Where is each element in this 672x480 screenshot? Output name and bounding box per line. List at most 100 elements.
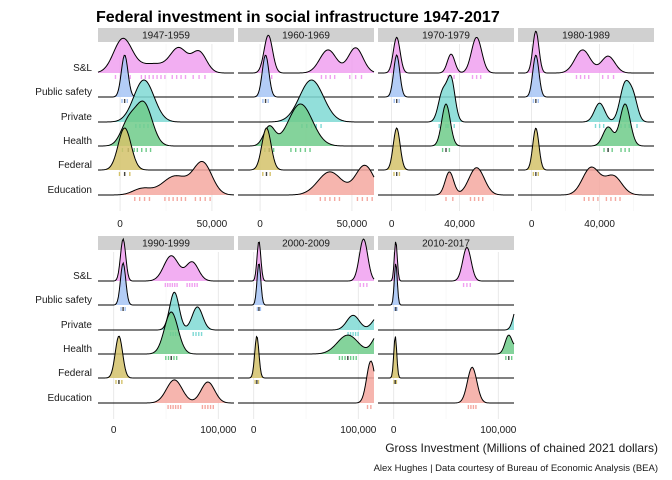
- x-tick-label: 50,000: [197, 219, 228, 230]
- ridge-area-sandl: [98, 239, 234, 281]
- ridge-line-education: [378, 167, 514, 196]
- ridge-line-public-safety: [378, 263, 514, 306]
- ridge-area-public-safety: [98, 55, 234, 97]
- ridge-line-health: [378, 334, 515, 355]
- ridge-area-federal: [238, 128, 374, 170]
- panel-strip: [378, 236, 514, 250]
- x-axis-label: Gross Investment (Millions of chained 20…: [385, 441, 658, 455]
- ridge-area-federal: [378, 128, 514, 170]
- ridge-line-sandl: [518, 30, 654, 74]
- x-tick-label: 100,000: [200, 425, 237, 436]
- ridge-line-sandl: [98, 237, 234, 282]
- ridge-line-federal: [378, 127, 514, 171]
- ridge-line-sandl: [378, 241, 514, 282]
- ridge-line-public-safety: [98, 261, 234, 306]
- ridge-line-private: [98, 79, 234, 123]
- panel-strip: [238, 28, 374, 42]
- ridge-area-education: [378, 167, 514, 195]
- ridge-area-sandl: [238, 239, 374, 281]
- chart-title: Federal investment in social infrastruct…: [96, 9, 500, 26]
- panel-strip-label: 1990-1999: [142, 239, 190, 250]
- ridge-line-private: [378, 74, 514, 123]
- x-tick-label: 0: [389, 219, 395, 230]
- panel-strip-label: 1947-1959: [142, 31, 190, 42]
- ridge-area-public-safety: [378, 55, 514, 97]
- ridge-line-federal: [98, 127, 234, 171]
- panel-strip: [518, 28, 654, 42]
- ridge-area-health: [378, 104, 514, 146]
- category-label-education: Education: [48, 185, 92, 196]
- ridge-area-public-safety: [238, 55, 374, 97]
- panel-1980-1989: 1980-1989 0 40,000: [518, 28, 654, 230]
- category-label-health: Health: [63, 136, 92, 147]
- ridge-line-education: [518, 166, 654, 196]
- category-label-health: Health: [63, 344, 92, 355]
- category-label-federal: Federal: [58, 160, 92, 171]
- category-label-education: Education: [48, 393, 92, 404]
- ridge-area-federal: [518, 128, 654, 170]
- x-tick-label: 0: [111, 425, 117, 436]
- x-tick-label: 0: [251, 425, 257, 436]
- panel-strip-label: 1960-1969: [282, 31, 330, 42]
- ridge-area-sandl: [98, 38, 234, 73]
- ridge-line-sandl: [97, 37, 234, 74]
- ridge-line-federal: [238, 127, 374, 171]
- x-tick-label: 100,000: [480, 425, 517, 436]
- panel-strip: [98, 28, 234, 42]
- ridge-line-education: [98, 379, 235, 404]
- ridge-line-federal: [98, 335, 234, 379]
- ridge-area-education: [98, 379, 234, 403]
- x-tick-label: 50,000: [337, 219, 368, 230]
- ridge-area-public-safety: [518, 55, 654, 97]
- ridge-line-education: [238, 164, 375, 196]
- ridge-line-education: [98, 160, 235, 196]
- ridge-area-health: [98, 101, 234, 146]
- ridge-area-health: [98, 312, 234, 354]
- ridge-line-health: [238, 103, 374, 147]
- ridge-area-health: [238, 104, 374, 146]
- ridge-area-public-safety: [98, 263, 234, 305]
- ridge-line-private: [378, 313, 515, 331]
- panel-1990-1999: 1990-1999 0 100,000: [98, 236, 237, 436]
- panel-1970-1979: 1970-1979 0 40,000: [378, 28, 514, 230]
- ridge-area-sandl: [238, 35, 374, 73]
- ridge-area-private: [238, 315, 374, 330]
- panel-strip-label: 2000-2009: [282, 239, 330, 250]
- x-tick-label: 0: [117, 219, 123, 230]
- ridge-line-federal: [378, 336, 514, 379]
- ridge-area-private: [518, 80, 654, 122]
- ridge-line-federal: [238, 335, 374, 379]
- panel-1960-1969: 1960-1969 0 50,000: [238, 28, 375, 230]
- ridge-line-sandl: [238, 34, 375, 74]
- category-label-federal: Federal: [58, 368, 92, 379]
- category-label-public-safety: Public safety: [35, 295, 92, 306]
- ridge-area-education: [238, 165, 374, 195]
- ridge-line-education: [378, 366, 514, 404]
- category-label-sandl: S&L: [73, 63, 92, 74]
- ridge-line-education: [238, 360, 375, 404]
- x-tick-label: 40,000: [444, 219, 475, 230]
- category-label-private: Private: [61, 320, 93, 331]
- panels-layer: S&L Public safety Private Health Federal Educ…: [35, 28, 654, 436]
- ridge-area-health: [518, 103, 654, 146]
- ridge-line-private: [238, 79, 374, 123]
- ridge-area-private: [378, 75, 514, 122]
- ridge-line-federal: [518, 127, 654, 171]
- ridge-line-health: [518, 103, 654, 147]
- ridge-line-sandl: [238, 238, 375, 282]
- x-tick-label: 0: [257, 219, 263, 230]
- panel-strip-label: 1970-1979: [422, 31, 470, 42]
- ridge-area-education: [98, 161, 234, 195]
- panel-strip: [378, 28, 514, 42]
- panel-strip-label: 1980-1989: [562, 31, 610, 42]
- ridge-area-education: [518, 167, 654, 195]
- ridge-line-health: [97, 100, 234, 147]
- x-tick-label: 100,000: [340, 425, 377, 436]
- ridge-area-private: [98, 292, 234, 330]
- x-tick-label: 0: [391, 425, 397, 436]
- category-label-private: Private: [61, 112, 93, 123]
- ridge-area-federal: [98, 128, 234, 170]
- panel-2010-2017: 2010-2017 0 100,000: [378, 236, 517, 436]
- category-label-sandl: S&L: [73, 271, 92, 282]
